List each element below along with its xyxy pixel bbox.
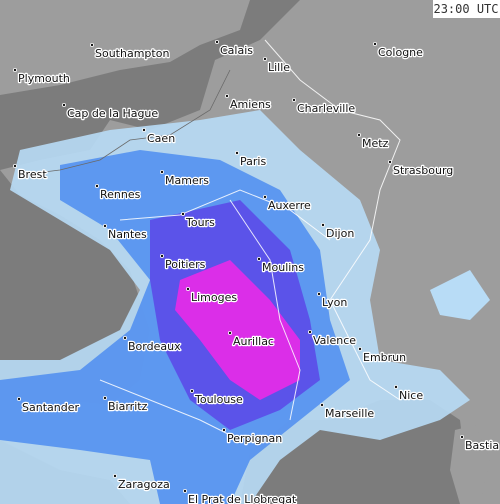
city-label: Caen [147, 132, 175, 145]
city-label: Southampton [95, 47, 169, 60]
city-dot [90, 43, 95, 48]
city-dot [357, 346, 362, 351]
region-line [119, 189, 331, 241]
city-dot [234, 150, 239, 155]
coastline [19, 69, 231, 176]
city-label: Mamers [165, 174, 209, 187]
city-dot [103, 223, 108, 228]
timestamp-box [433, 0, 500, 18]
timestamp: 23:00 UTC [433, 2, 498, 16]
city-label: Strasbourg [393, 164, 453, 177]
city-label: Cologne [378, 46, 423, 59]
city-dot [12, 68, 17, 73]
land-corsica [450, 425, 490, 504]
city-label: Cap de la Hague [67, 107, 158, 120]
city-dot [262, 57, 267, 62]
city-label: Nice [399, 389, 423, 402]
city-label: Moulins [262, 261, 304, 274]
city-dot [62, 103, 67, 108]
city-label: Bordeaux [128, 340, 181, 353]
city-label: Paris [240, 155, 266, 168]
city-dot [393, 384, 398, 389]
city-dot [356, 132, 361, 137]
city-label: Embrun [363, 351, 406, 364]
city-dot [123, 335, 128, 340]
border-pyrenees [99, 379, 241, 441]
city-dot [262, 194, 267, 199]
city-label: Perpignan [227, 432, 282, 445]
city-dot [16, 396, 21, 401]
city-dot [189, 388, 194, 393]
city-label: Tours [185, 216, 215, 229]
city-label: Rennes [100, 188, 141, 201]
city-dot [316, 291, 321, 296]
city-label: Aurillac [233, 335, 274, 348]
city-label: Auxerre [268, 199, 311, 212]
city-dot [459, 434, 464, 439]
city-label: Calais [220, 44, 253, 57]
city-dot [214, 40, 219, 45]
city-label: Biarritz [108, 400, 148, 413]
city-label: Charleville [297, 102, 355, 115]
city-label: Metz [362, 137, 389, 150]
city-dot [291, 98, 296, 103]
rain-alps [430, 270, 490, 320]
city-dot [182, 488, 187, 493]
city-dot [256, 256, 261, 261]
city-label: Santander [22, 401, 79, 414]
city-dot [103, 395, 108, 400]
city-dot [159, 253, 164, 258]
city-label: Plymouth [18, 72, 70, 85]
city-label: El Prat de Llobregat [188, 493, 297, 504]
city-dot [224, 94, 229, 99]
border-east [264, 39, 401, 401]
city-label: Lille [268, 61, 290, 74]
city-dot [372, 42, 377, 47]
city-label: Poitiers [165, 258, 206, 271]
city-label: Bastia [465, 439, 499, 452]
city-label: Brest [18, 168, 47, 181]
city-label: Nantes [108, 228, 147, 241]
land-england [0, 0, 250, 95]
city-label: Toulouse [194, 393, 243, 406]
city-dot [180, 211, 185, 216]
city-dot [221, 427, 226, 432]
city-dot [185, 286, 190, 291]
city-label: Zaragoza [118, 478, 170, 491]
city-dot [320, 222, 325, 227]
city-dot [95, 183, 100, 188]
city-label: Dijon [326, 227, 354, 240]
city-dot [141, 127, 146, 132]
city-dot [227, 330, 232, 335]
city-dot [12, 163, 17, 168]
city-dot [113, 473, 118, 478]
city-label: Marseille [325, 407, 374, 420]
city-label: Lyon [322, 296, 347, 309]
city-labels: Southampton Calais Lille Cologne Plymout… [12, 40, 500, 504]
city-dot [319, 402, 324, 407]
rain-intense [175, 260, 300, 400]
city-label: Amiens [230, 98, 271, 111]
city-label: Valence [313, 334, 356, 347]
city-dot [159, 169, 164, 174]
city-dot [387, 159, 392, 164]
city-label: Limoges [191, 291, 237, 304]
region-line [229, 199, 301, 421]
city-dot [307, 329, 312, 334]
